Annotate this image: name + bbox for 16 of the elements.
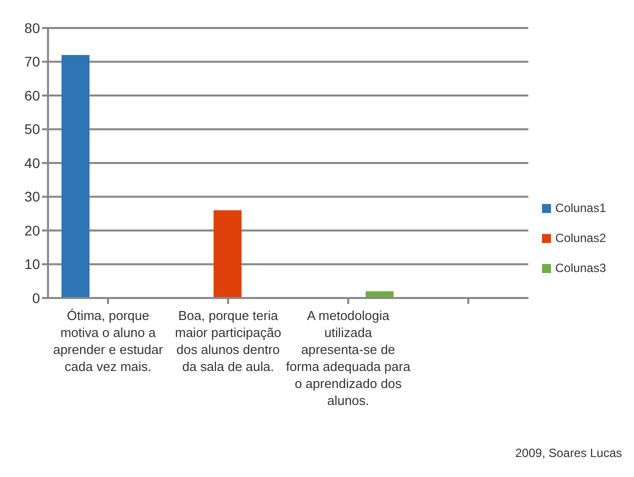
y-tick-label: 20	[24, 222, 40, 238]
y-tick-label: 50	[24, 121, 40, 138]
y-tick-label: 0	[32, 290, 40, 306]
x-tick-label: Boa, porque teria maior participação dos alunos dentro da sala de aula.	[175, 308, 282, 374]
y-tick-label: 60	[24, 87, 40, 104]
y-tick-label: 70	[24, 54, 40, 70]
y-tick-label: 40	[24, 154, 40, 171]
legend-label: Colunas2	[555, 231, 606, 245]
x-tick-label: A metodologia utilizada apresenta-se de forma adequada para o aprendizado dos alunos.	[286, 308, 412, 408]
text: 2009, Soares Lucas	[515, 446, 622, 460]
y-tick-label: 30	[24, 188, 40, 205]
x-tick-label: Ótima, porque motiva o aluno a aprender e estudar cada vez mais.	[53, 308, 164, 374]
y-tick-label: 80	[24, 20, 40, 36]
legend-label: Colunas1	[555, 201, 606, 215]
legend-label: Colunas3	[555, 261, 606, 275]
y-tick-label: 10	[24, 256, 40, 272]
